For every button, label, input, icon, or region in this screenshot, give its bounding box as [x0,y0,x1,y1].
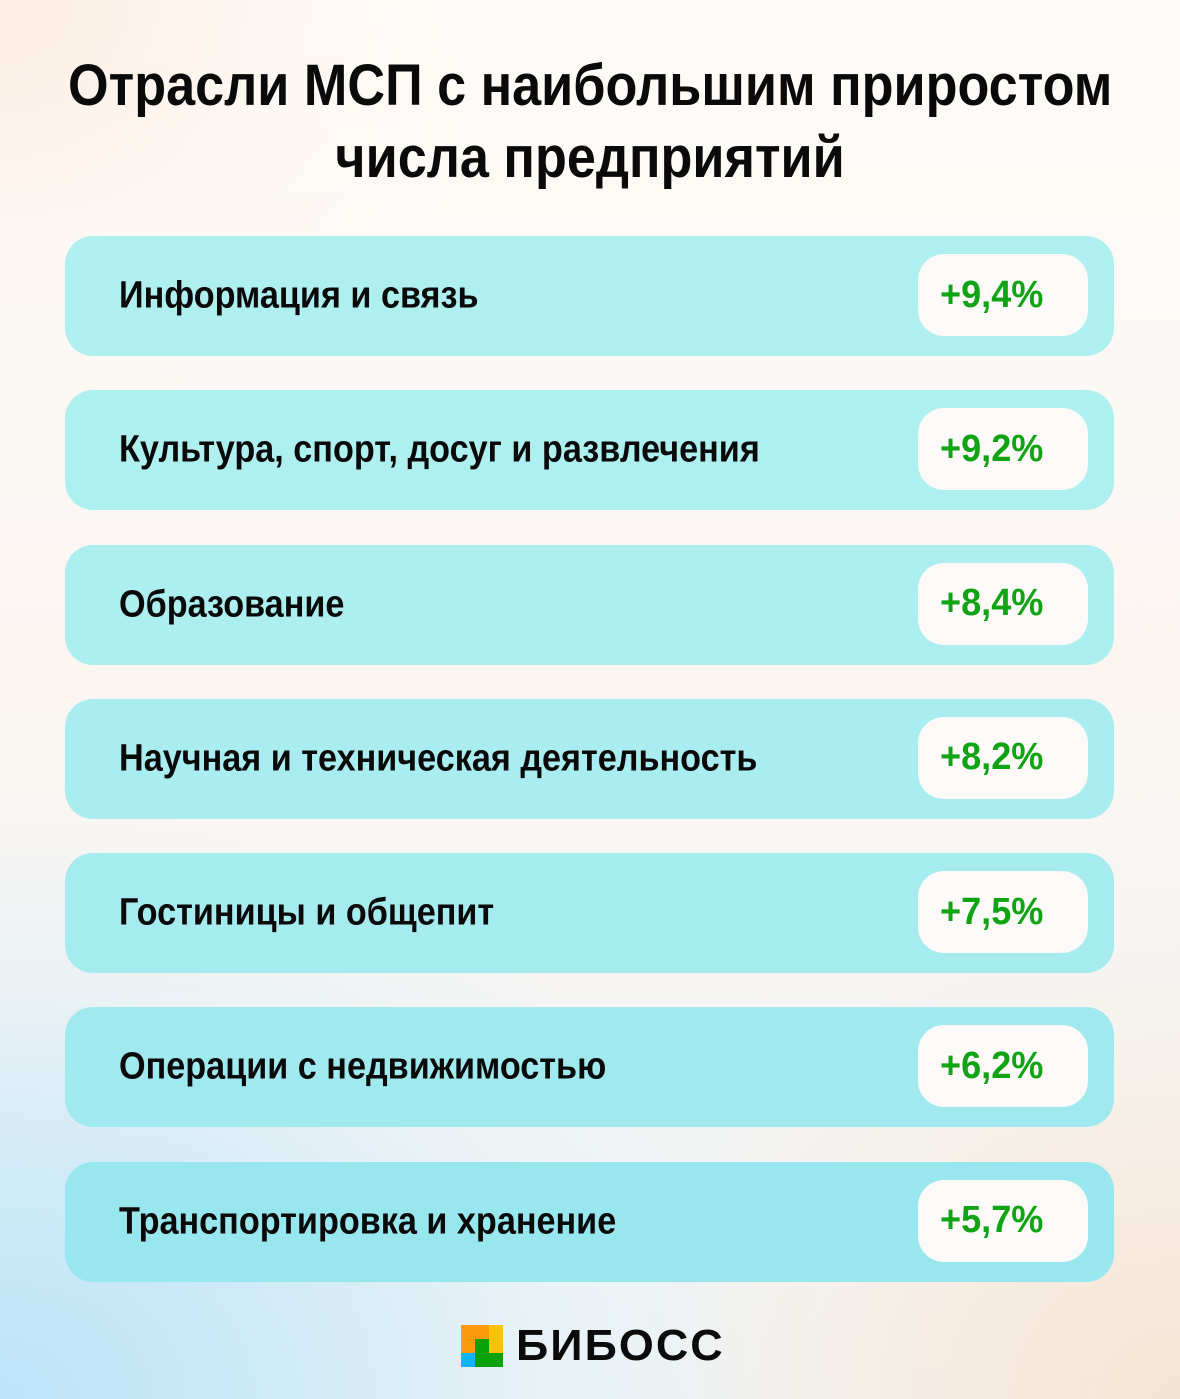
title-line-1: Отрасли МСП с наибольшим приростом [67,53,1113,118]
title-line-2: числа предприятий [335,125,845,190]
industry-label: Научная и техническая деятельность [119,737,758,780]
logo-blue-block [461,1353,475,1367]
growth-value: +8,2% [940,736,1044,779]
industry-card: Культура, спорт, досуг и развлечения +9,… [65,390,1114,511]
growth-value: +7,5% [940,890,1044,933]
industry-list: Информация и связь +9,4% Культура, спорт… [65,236,1114,1316]
brand-footer: БИБОСС [461,1324,723,1368]
growth-value: +6,2% [940,1044,1044,1087]
industry-card: Транспортировка и хранение +5,7% [65,1161,1114,1282]
page-title: Отрасли МСП с наибольшим приростом числа… [0,50,1180,194]
logo-green-block-foot [489,1353,503,1367]
logo-yellow-block [489,1325,503,1353]
industry-card: Образование +8,4% [65,544,1114,665]
industry-card: Операции с недвижимостью +6,2% [65,1007,1114,1128]
growth-badge: +5,7% [918,1179,1088,1262]
industry-label: Транспортировка и хранение [119,1200,617,1243]
industry-card: Информация и связь +9,4% [65,236,1114,356]
growth-badge: +9,4% [918,254,1088,336]
industry-label: Операции с недвижимостью [119,1045,607,1088]
industry-label: Культура, спорт, досуг и развлечения [119,428,760,471]
growth-badge: +8,4% [918,562,1088,645]
industry-label: Информация и связь [119,274,479,317]
biboss-logo-icon [461,1325,503,1367]
growth-badge: +9,2% [918,408,1088,491]
growth-badge: +8,2% [918,716,1088,799]
logo-green-block [475,1339,489,1367]
growth-value: +5,7% [940,1199,1044,1242]
industry-label: Гостиницы и общепит [119,891,495,934]
growth-badge: +6,2% [918,1025,1088,1108]
growth-value: +9,2% [940,427,1044,470]
industry-card: Гостиницы и общепит +7,5% [65,853,1114,974]
brand-name: БИБОСС [516,1321,725,1370]
growth-value: +9,4% [940,273,1044,316]
growth-badge: +7,5% [918,871,1088,954]
growth-value: +8,4% [940,582,1044,625]
industry-label: Образование [119,583,345,626]
industry-card: Научная и техническая деятельность +8,2% [65,698,1114,819]
